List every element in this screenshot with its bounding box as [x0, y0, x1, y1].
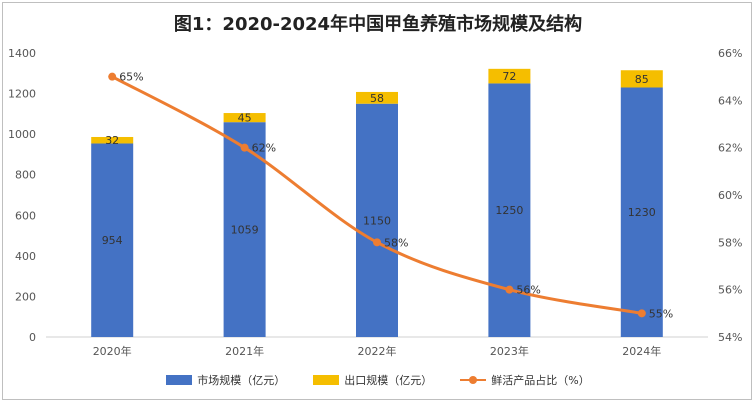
data-label-fresh: 58%: [384, 236, 408, 249]
data-label-domestic: 1250: [495, 204, 523, 217]
y-left-tick-label: 600: [15, 209, 36, 222]
data-label-export: 72: [502, 70, 516, 83]
data-label-fresh: 62%: [252, 142, 276, 155]
bar-export: [223, 113, 266, 123]
legend-label-export: 出口规模（亿元）: [344, 374, 433, 387]
x-tick-label: 2020年: [93, 344, 132, 358]
y-left-tick-label: 800: [15, 169, 36, 182]
y-right-tick-label: 54%: [718, 331, 742, 344]
data-label-domestic: 1059: [231, 224, 259, 237]
data-label-export: 45: [238, 112, 252, 125]
y-right-tick-label: 60%: [718, 189, 742, 202]
data-label-domestic: 1150: [363, 214, 391, 227]
legend-item-domestic: 市场规模（亿元）: [166, 372, 285, 388]
line-point-fresh: [240, 143, 249, 152]
x-tick-label: 2021年: [225, 344, 264, 358]
y-right-tick-label: 56%: [718, 284, 742, 297]
legend-label-fresh: 鲜活产品占比（%）: [491, 374, 590, 387]
legend-label-domestic: 市场规模（亿元）: [197, 374, 286, 387]
bar-export: [620, 70, 663, 88]
chart-legend: 市场规模（亿元） 出口规模（亿元） 鲜活产品占比（%）: [0, 372, 756, 388]
y-left-tick-label: 1400: [8, 47, 36, 60]
y-left-tick-label: 200: [15, 290, 36, 303]
bar-export: [91, 136, 134, 144]
y-left-tick-label: 1000: [8, 128, 36, 141]
bar-domestic: [356, 103, 398, 337]
bar-export: [356, 91, 398, 104]
legend-item-fresh: 鲜活产品占比（%）: [460, 372, 590, 388]
legend-swatch-export: [313, 375, 340, 385]
legend-item-export: 出口规模（亿元）: [313, 372, 432, 388]
data-label-fresh: 65%: [119, 71, 143, 84]
data-label-fresh: 56%: [516, 284, 540, 297]
data-label-export: 32: [105, 134, 119, 147]
y-left-tick-label: 0: [29, 331, 36, 344]
chart-title: 图1：2020-2024年中国甲鱼养殖市场规模及结构: [173, 14, 583, 35]
data-label-export: 58: [370, 92, 384, 105]
data-label-fresh: 55%: [649, 307, 673, 320]
bar-domestic: [488, 83, 531, 337]
legend-swatch-domestic: [166, 375, 193, 385]
y-left-tick-label: 1200: [8, 88, 36, 101]
bar-domestic: [91, 143, 134, 337]
line-point-fresh: [637, 309, 646, 318]
x-tick-label: 2023年: [490, 344, 529, 358]
y-right-tick-label: 66%: [718, 47, 742, 60]
x-tick-label: 2024年: [622, 344, 661, 358]
line-point-fresh: [505, 285, 514, 294]
line-point-fresh: [373, 238, 381, 247]
x-tick-label: 2022年: [358, 344, 397, 358]
y-right-tick-label: 62%: [718, 142, 742, 155]
line-point-fresh: [108, 72, 117, 81]
legend-swatch-fresh: [460, 375, 487, 385]
data-label-export: 85: [635, 73, 649, 86]
y-right-tick-label: 58%: [718, 236, 742, 249]
y-left-tick-label: 400: [15, 250, 36, 263]
y-right-tick-label: 64%: [718, 94, 742, 107]
bar-domestic: [620, 87, 663, 337]
data-label-domestic: 1230: [628, 206, 656, 219]
bar-export: [488, 68, 531, 84]
data-label-domestic: 954: [102, 234, 123, 247]
